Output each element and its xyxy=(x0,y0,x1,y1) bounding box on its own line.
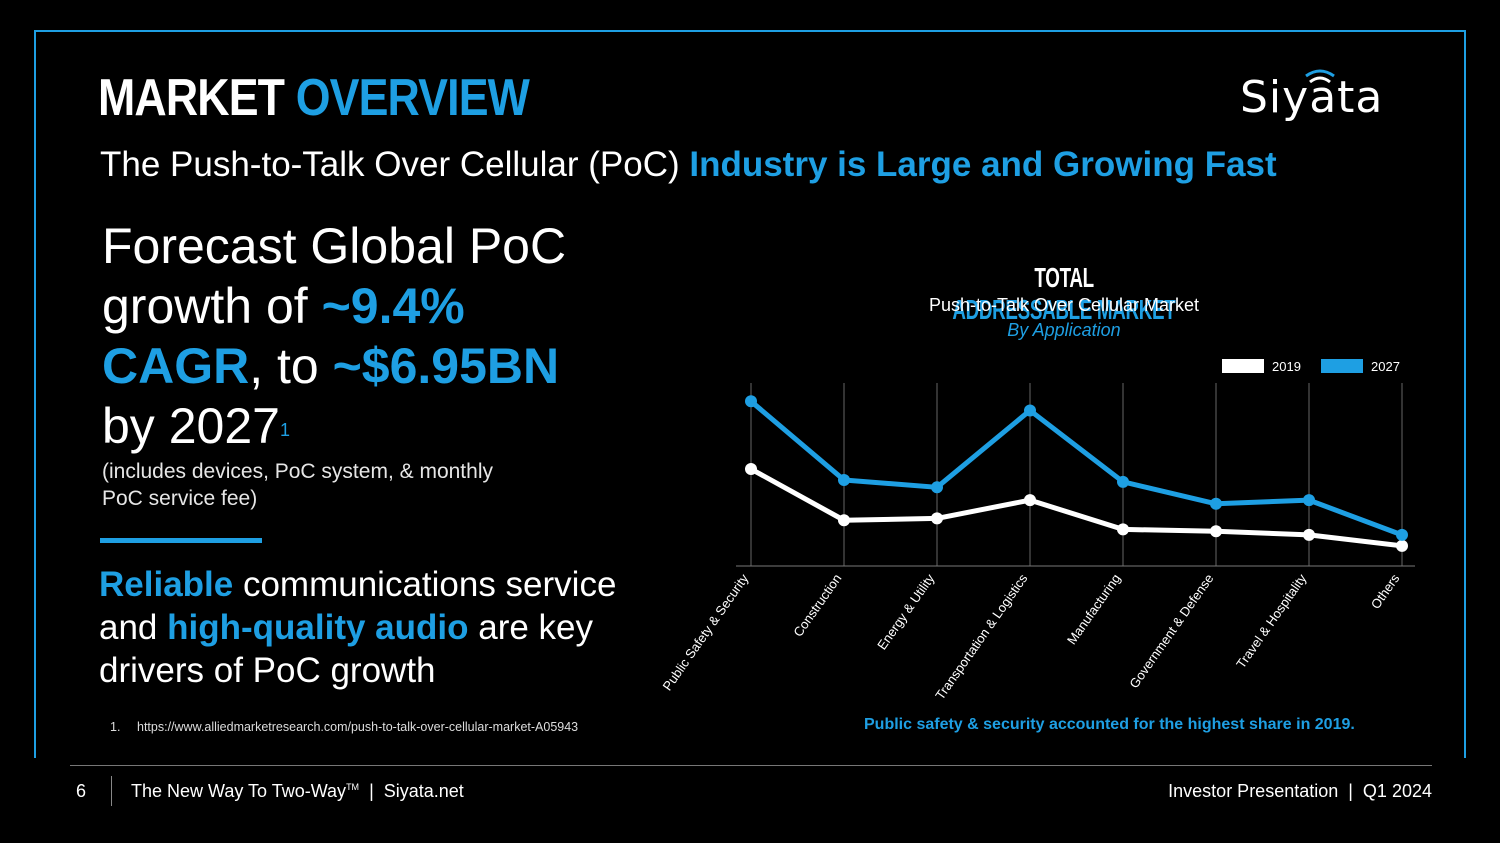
source-footnote: 1. https://www.alliedmarketresearch.com/p… xyxy=(110,720,578,734)
forecast-note: (includes devices, PoC system, & monthly… xyxy=(102,460,493,510)
forecast-market-size: ~$6.95BN xyxy=(332,338,560,394)
drivers-text1: communications service and xyxy=(99,565,617,647)
data-point xyxy=(931,481,943,494)
slide-frame xyxy=(34,30,1466,758)
forecast-middle: , to xyxy=(249,338,333,394)
footnote-ref: 1 xyxy=(279,420,290,440)
accent-divider xyxy=(100,538,262,543)
data-point xyxy=(1303,494,1315,507)
legend-swatch xyxy=(1321,359,1363,373)
tagline-text: The New Way To Two-Way xyxy=(131,781,347,801)
title-part2: OVERVIEW xyxy=(295,69,530,127)
chart-title-part2: ADDRESSABLE MARKET xyxy=(952,294,1176,325)
footnote-number: 1. xyxy=(110,720,121,734)
title-part1: MARKET xyxy=(98,69,285,127)
x-tick-label: Travel & Hospitality xyxy=(1233,571,1310,671)
data-point xyxy=(1024,404,1036,417)
data-point xyxy=(1024,494,1036,507)
footer-site: | Siyata.net xyxy=(359,781,464,801)
slide-title: MARKET OVERVIEW xyxy=(98,68,530,128)
forecast-text: Forecast Global PoC growth of xyxy=(102,218,567,334)
legend-swatch xyxy=(1222,359,1264,373)
chart-caption: Public safety & security accounted for t… xyxy=(864,716,1355,733)
forecast-statement: Forecast Global PoC growth of ~9.4% CAGR… xyxy=(102,216,622,456)
data-point xyxy=(1396,539,1408,552)
slide-subtitle: The Push-to-Talk Over Cellular (PoC) Ind… xyxy=(100,145,1277,185)
signal-waves-icon xyxy=(1305,69,1335,84)
x-tick-label: Public Safety & Security xyxy=(660,571,752,694)
series-line xyxy=(749,399,1403,538)
footer-separator xyxy=(111,776,112,806)
subtitle-plain: The Push-to-Talk Over Cellular (PoC) xyxy=(100,145,690,184)
forecast-end: by 2027 xyxy=(102,398,280,454)
data-point xyxy=(838,514,850,527)
forecast-cagr: ~9.4% CAGR xyxy=(102,278,465,394)
chart-title-part1: TOTAL xyxy=(1034,262,1094,293)
data-point xyxy=(1210,525,1222,538)
series-line xyxy=(749,466,1403,549)
legend-label: 2027 xyxy=(1371,359,1400,374)
page-number: 6 xyxy=(76,781,87,801)
siyata-logo: Siyata xyxy=(1240,58,1400,128)
legend-label: 2019 xyxy=(1272,359,1301,374)
drivers-hl1: Reliable xyxy=(99,565,234,604)
data-point xyxy=(1117,475,1129,488)
data-point xyxy=(931,512,943,525)
data-point xyxy=(745,395,757,408)
data-point xyxy=(1396,528,1408,541)
x-tick-label: Others xyxy=(1368,571,1403,612)
footer-presentation: Investor Presentation | Q1 2024 xyxy=(1168,781,1432,801)
footer-divider xyxy=(70,765,1432,766)
trademark-mark: TM xyxy=(346,782,360,792)
data-point xyxy=(838,473,850,486)
x-tick-label: Government & Defense xyxy=(1126,571,1216,691)
data-point xyxy=(1210,497,1222,510)
logo-text: Siyata xyxy=(1240,72,1384,123)
data-point xyxy=(745,463,757,476)
footnote-url[interactable]: https://www.alliedmarketresearch.com/pus… xyxy=(137,720,579,734)
data-point xyxy=(1303,528,1315,541)
x-tick-label: Transportation & Logistics xyxy=(932,571,1031,703)
drivers-hl2: high-quality audio xyxy=(167,608,469,647)
chart-title: TOTAL ADDRESSABLE MARKET xyxy=(864,262,1264,326)
data-point xyxy=(1117,523,1129,536)
x-tick-label: Manufacturing xyxy=(1064,571,1124,647)
x-tick-label: Energy & Utility xyxy=(874,571,938,653)
chart-subtitle: Push-to-Talk Over Cellular Market xyxy=(928,295,1200,315)
subtitle-highlight: Industry is Large and Growing Fast xyxy=(689,145,1277,184)
footer-tagline: The New Way To Two-WayTM | Siyata.net xyxy=(131,781,464,802)
x-tick-label: Construction xyxy=(790,571,844,639)
growth-drivers: Reliable communications service and high… xyxy=(99,563,639,692)
chart-subtitle-by-application: By Application xyxy=(1007,320,1121,340)
drivers-text2: are key drivers of PoC growth xyxy=(99,608,593,690)
